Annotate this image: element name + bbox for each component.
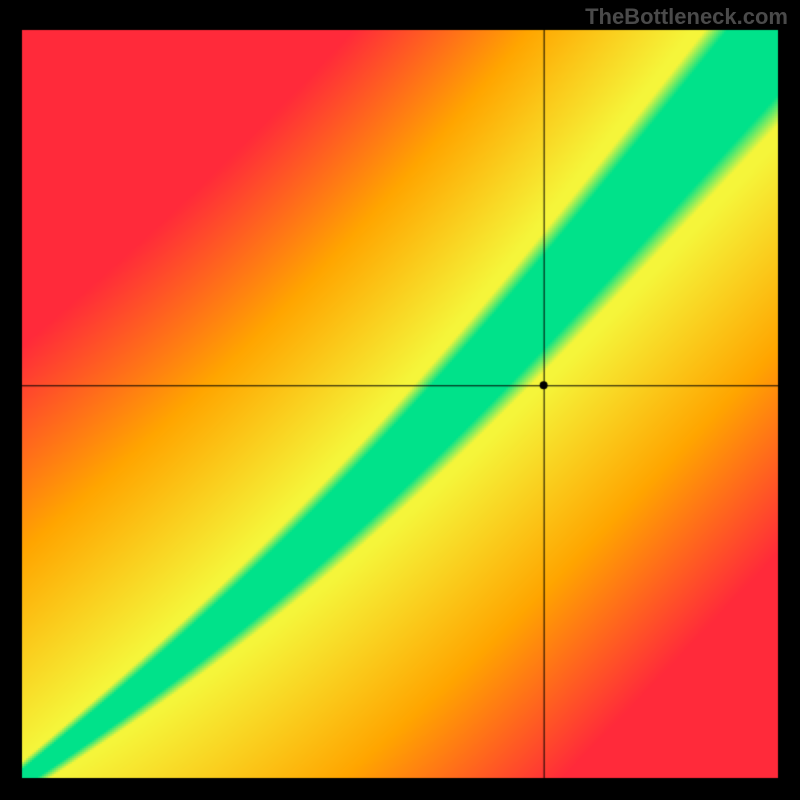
chart-container: { "canvas": { "width": 800, "height": 80… — [0, 0, 800, 800]
bottleneck-heatmap — [0, 0, 800, 800]
watermark-text: TheBottleneck.com — [585, 4, 788, 30]
